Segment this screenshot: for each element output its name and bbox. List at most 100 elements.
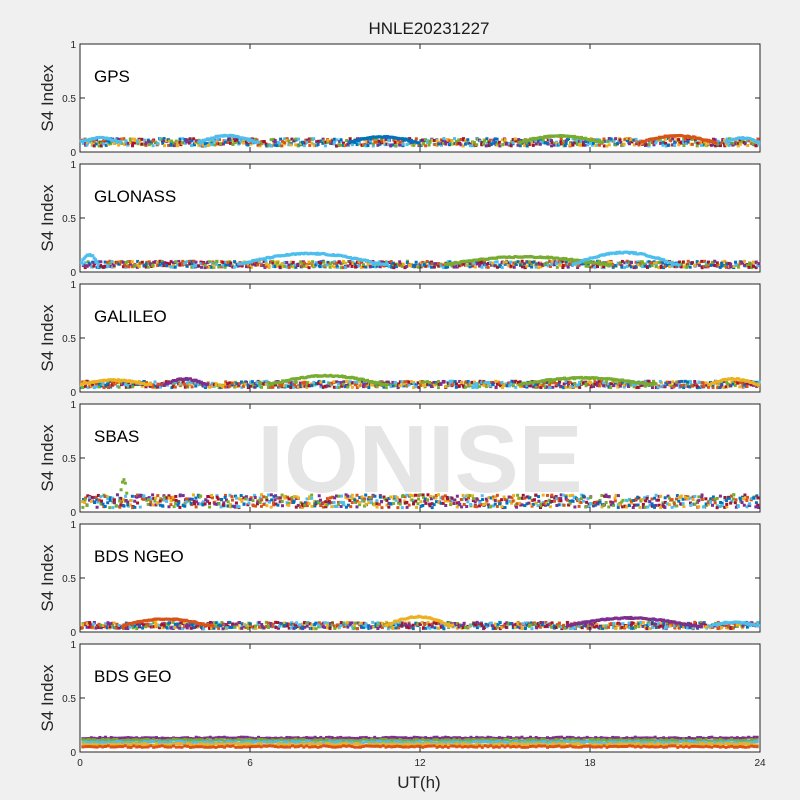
s4-point [91,383,95,387]
s4-point [308,143,312,147]
s4-point [287,139,291,143]
s4-point [400,380,404,384]
s4-point [562,386,566,390]
s4-point [516,143,520,147]
s4-point [706,265,710,269]
s4-point [514,385,518,389]
s4-point [318,265,322,269]
s4-point [659,494,663,498]
s4-point [350,621,354,625]
s4-point [305,385,309,389]
s4-point [206,495,210,499]
s4-point [219,383,223,387]
s4-point [194,264,198,268]
s4-point [113,260,117,264]
s4-point [553,260,557,264]
s4-point [416,265,420,269]
s4-point [494,379,498,383]
s4-point [716,139,720,143]
s4-point [671,143,675,147]
s4-point [441,263,445,267]
s4-point [410,381,414,385]
s4-point [729,501,733,505]
s4-point [654,493,658,497]
s4-point [83,261,87,265]
s4-point [738,385,742,389]
s4-point [349,260,353,264]
s4-point [289,383,293,387]
s4-point [607,495,611,499]
s4-point [353,626,357,630]
s4-point [495,143,499,147]
s4-point [682,386,686,390]
s4-point [321,264,325,268]
s4-point [167,621,171,625]
s4-point [541,138,545,142]
s4-point [265,379,269,383]
s4-point [754,260,758,264]
s4-point [371,620,375,624]
s4-point [362,385,366,389]
s4-point [227,263,231,267]
s4-point [121,260,125,264]
s4-point [81,380,85,384]
s4-point [197,143,201,147]
s4-point [670,386,674,390]
s4-point [706,260,710,264]
s4-point [239,380,243,384]
s4-point [156,260,160,264]
s4-point [756,496,760,500]
s4-point [285,138,289,142]
s4-point [103,504,107,508]
s4-point [350,264,354,268]
s4-point [389,383,393,387]
s4-point [387,261,391,265]
s4-point [550,260,554,264]
s4-point [360,382,364,386]
s4-point [174,494,178,498]
s4-point [97,144,101,148]
s4-point [323,144,327,148]
s4-point [668,265,672,269]
s4-point [289,143,293,147]
s4-point [255,138,259,142]
s4-point [133,505,137,509]
s4-point [147,143,151,147]
s4-point [245,140,249,144]
s4-point [433,143,437,147]
s4-point [203,502,207,506]
s4-point [745,499,749,503]
s4-point [466,381,470,385]
s4-point [235,138,239,142]
s4-point [682,140,686,144]
s4-point [729,264,733,268]
s4-point [513,137,517,141]
s4-point [149,142,153,146]
s4-point [600,383,604,387]
s4-point [196,383,200,387]
s4-point [143,138,147,142]
s4-point [637,143,641,147]
s4-point [95,259,99,263]
s4-point [390,262,394,266]
s4-point [448,379,452,383]
s4-point [677,382,681,386]
s4-point [584,140,588,144]
s4-point [385,383,389,387]
s4-point [131,144,135,148]
s4-point [92,386,96,390]
s4-point [609,137,613,141]
s4-point [552,380,556,384]
s4-point [713,501,717,505]
s4-point [128,137,132,141]
s4-point [221,385,225,389]
s4-point [693,263,697,267]
s4-point [587,141,591,145]
s4-point [512,265,516,269]
s4-point [503,138,507,142]
s4-point [738,496,742,500]
s4-point [116,380,120,384]
s4-point [281,265,285,269]
s4-point [425,260,429,264]
